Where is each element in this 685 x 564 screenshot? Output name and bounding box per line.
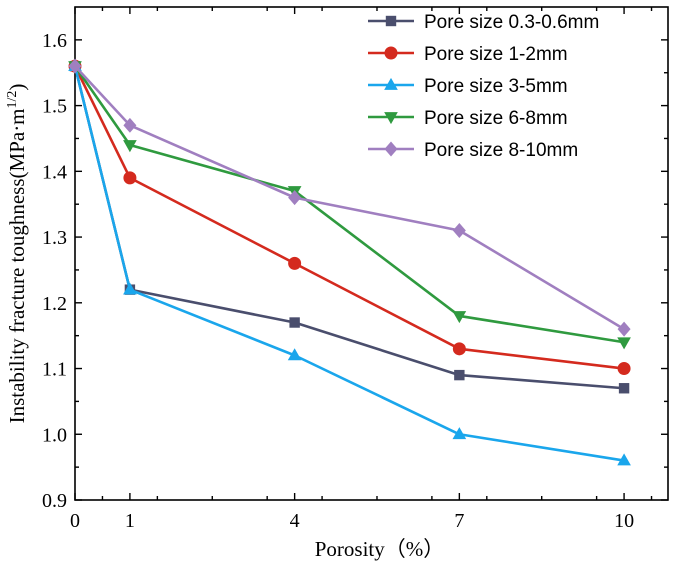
series-5 — [68, 58, 631, 337]
marker-triangle-down — [384, 112, 398, 125]
marker-triangle-up — [452, 427, 467, 440]
marker-circle — [617, 362, 631, 376]
marker-triangle-down — [452, 311, 467, 324]
legend-item-4: Pore size 6-8mm — [368, 108, 568, 129]
plot-frame — [74, 6, 669, 501]
marker-triangle-up — [617, 453, 631, 466]
marker-diamond — [68, 58, 82, 74]
legend-label: Pore size 8-10mm — [424, 140, 578, 161]
series-4 — [68, 61, 631, 350]
marker-circle — [384, 46, 398, 60]
marker-triangle-down — [617, 337, 631, 350]
x-axis-title: Porosity（%） — [315, 537, 445, 561]
marker-diamond — [452, 223, 466, 238]
y-axis-title: Instability fracture toughness(MPa·m1/2) — [5, 84, 29, 424]
marker-circle — [288, 256, 302, 270]
legend-item-3: Pore size 3-5mm — [368, 76, 568, 97]
marker-circle — [452, 342, 466, 356]
legend: Pore size 0.3-0.6mm Pore size 1-2mm Pore s… — [368, 12, 599, 161]
y-tick-label: 1.0 — [42, 424, 67, 446]
legend-item-2: Pore size 1-2mm — [368, 44, 568, 65]
marker-triangle-up — [287, 348, 302, 361]
legend-label: Pore size 0.3-0.6mm — [424, 12, 599, 33]
marker-circle — [123, 171, 137, 185]
legend-label: Pore size 1-2mm — [424, 44, 568, 65]
y-tick-label: 0.9 — [42, 490, 67, 512]
y-tick-label: 1.5 — [42, 96, 67, 118]
y-axis-title-superscript: 1/2 — [5, 91, 20, 109]
marker-square — [618, 383, 630, 394]
legend-item-5: Pore size 8-10mm — [368, 140, 578, 161]
legend-label: Pore size 3-5mm — [424, 76, 568, 97]
marker-square — [289, 317, 300, 328]
series-2 — [68, 59, 631, 376]
x-tick-label: 7 — [454, 510, 464, 532]
y-tick-label: 1.6 — [42, 30, 67, 52]
marker-triangle-up — [384, 77, 398, 90]
marker-square — [454, 369, 465, 381]
series-group — [68, 58, 631, 466]
x-tick-label: 0 — [70, 510, 80, 532]
marker-diamond — [384, 141, 398, 157]
y-axis-title-close: ) — [5, 84, 29, 91]
marker-diamond — [123, 117, 137, 133]
axes: 0.9 1.0 1.1 1.2 1.3 1.4 1.5 1.6 0 1 4 7 10 — [42, 6, 669, 532]
y-axis-title-main: Instability fracture toughness(MPa·m — [5, 108, 29, 423]
marker-square — [385, 15, 397, 27]
y-tick-label: 1.2 — [42, 293, 67, 315]
marker-triangle-up — [123, 282, 137, 295]
x-tick-label: 1 — [125, 510, 135, 532]
marker-diamond — [617, 321, 631, 337]
legend-label: Pore size 6-8mm — [424, 108, 568, 129]
marker-triangle-down — [123, 140, 137, 153]
x-tick-label: 10 — [614, 510, 634, 532]
legend-item-1: Pore size 0.3-0.6mm — [368, 12, 599, 33]
marker-diamond — [288, 190, 302, 206]
series-line — [74, 65, 625, 331]
x-tick-label: 4 — [290, 510, 300, 532]
y-tick-label: 1.3 — [42, 227, 67, 249]
y-tick-label: 1.1 — [42, 359, 67, 381]
y-tick-label: 1.4 — [42, 161, 67, 183]
